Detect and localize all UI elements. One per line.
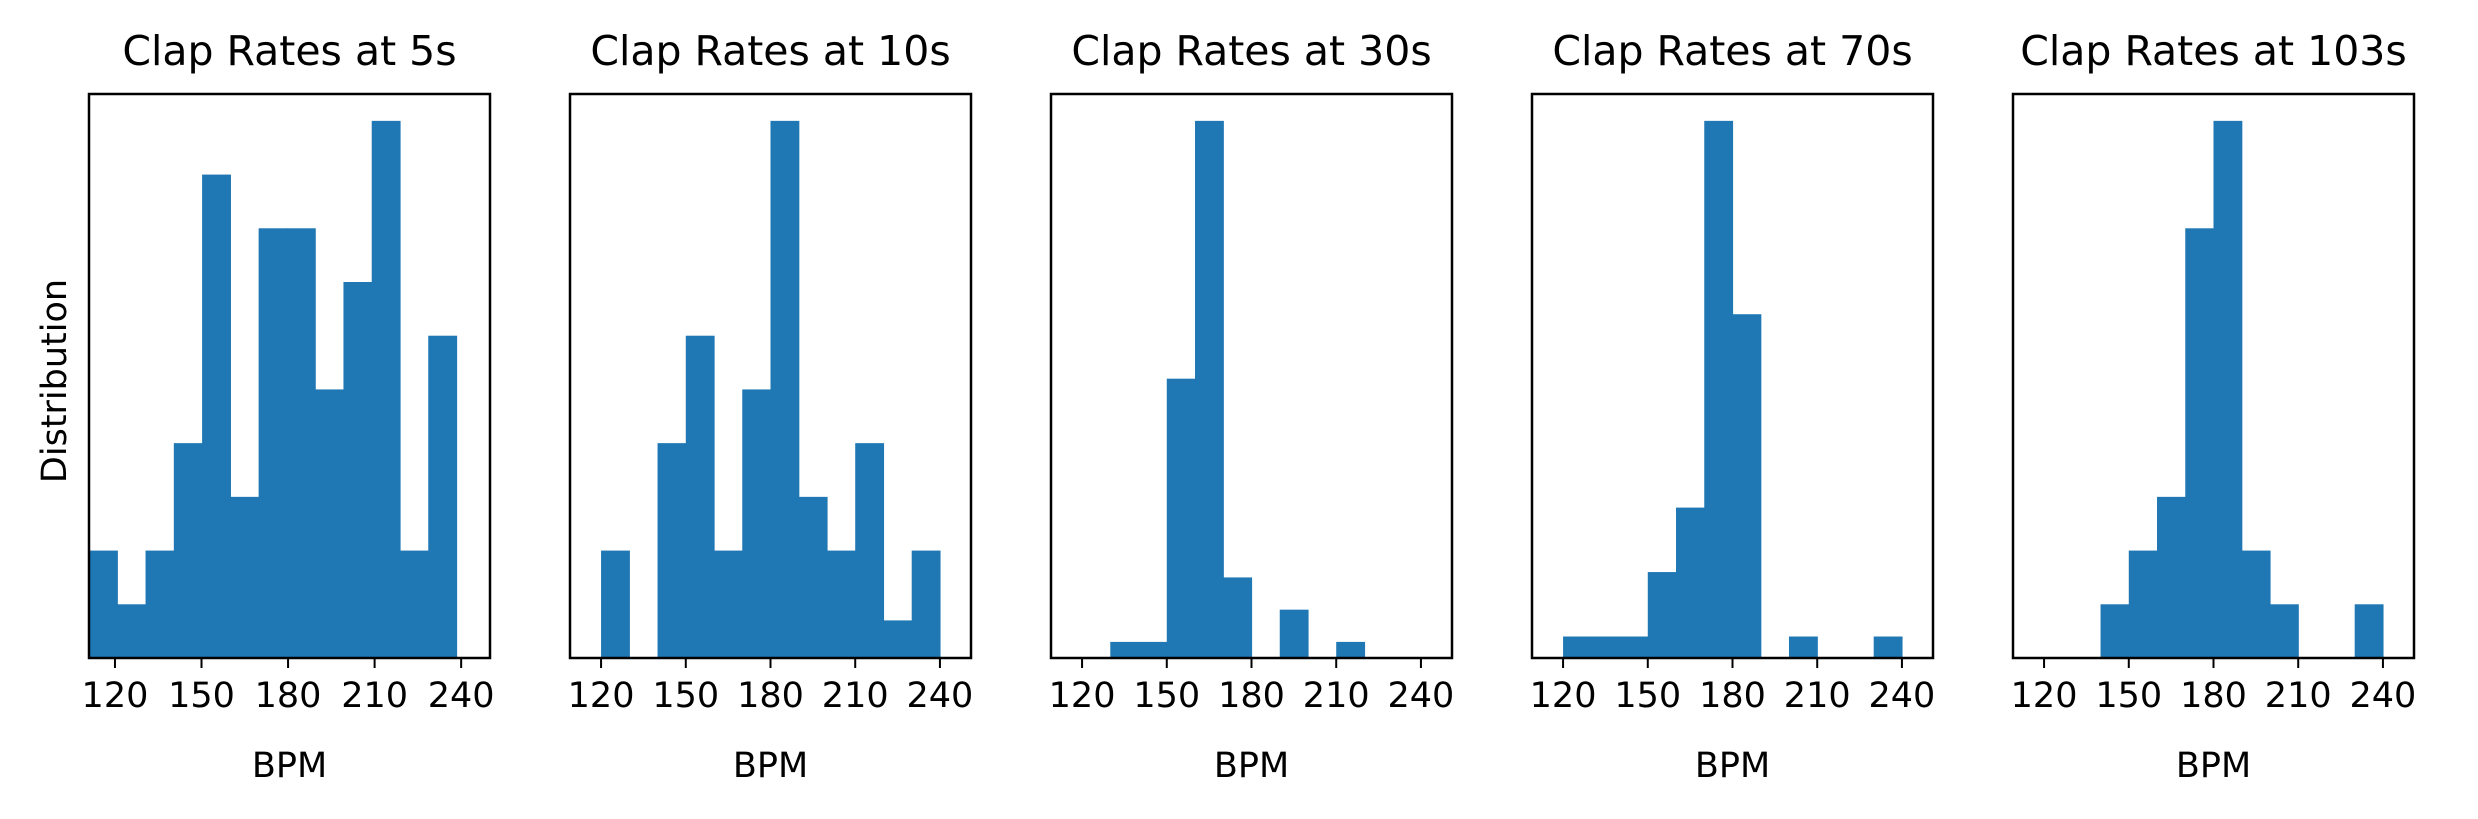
- histogram-bar: [657, 443, 687, 658]
- panel-title: Clap Rates at 10s: [590, 27, 950, 75]
- x-tick-label: 150: [1614, 676, 1681, 716]
- histogram-bar: [1563, 636, 1649, 658]
- histogram-bar: [2213, 120, 2243, 659]
- x-tick-label: 210: [822, 676, 889, 716]
- panel-3: 120 150 180 210 240 Clap Rates at 30s BPM: [1049, 27, 1455, 786]
- x-tick-label: 180: [1218, 676, 1285, 716]
- histogram-bar: [1676, 507, 1705, 658]
- x-tick-label: 210: [1303, 676, 1370, 716]
- histogram-bar: [2241, 550, 2271, 658]
- histogram-bar: [714, 550, 743, 658]
- histogram-bar: [2100, 604, 2130, 658]
- x-tick-label: 150: [652, 676, 719, 716]
- histogram-bar: [1166, 378, 1196, 658]
- histogram-bar: [1279, 609, 1309, 658]
- histogram-bar: [855, 443, 885, 658]
- x-tick-label: 240: [1388, 676, 1455, 716]
- histogram-bar: [1110, 641, 1168, 658]
- histogram-bar: [371, 120, 401, 659]
- panel-4: 120 150 180 210 240 Clap Rates at 70s BPM: [1530, 27, 1936, 786]
- histogram-bar: [173, 443, 203, 658]
- histogram-bar: [601, 550, 630, 658]
- histogram-bar: [286, 228, 316, 659]
- x-tick-label: 210: [1784, 676, 1851, 716]
- x-tick-label: 120: [82, 676, 149, 716]
- histogram-bar: [2269, 604, 2299, 658]
- x-tick-label: 180: [255, 676, 322, 716]
- histogram-bar: [399, 550, 429, 658]
- x-tick-label: 150: [168, 676, 235, 716]
- axes-frame: [1049, 92, 1454, 660]
- x-tick-label: 120: [568, 676, 635, 716]
- histogram-bar: [826, 550, 856, 658]
- histogram-bar: [770, 120, 800, 659]
- histogram-bar: [258, 228, 288, 659]
- histogram-bar: [1336, 641, 1366, 658]
- x-tick-label: 240: [2350, 676, 2417, 716]
- panel-title: Clap Rates at 70s: [1552, 27, 1912, 75]
- histogram-bar: [1647, 572, 1677, 658]
- x-tick-label: 120: [1530, 676, 1597, 716]
- histogram-bar: [202, 174, 231, 658]
- histogram-bar: [1704, 120, 1734, 659]
- histogram-bar: [1873, 636, 1903, 658]
- x-axis-label: BPM: [252, 746, 327, 786]
- x-tick-label: 120: [2011, 676, 2078, 716]
- x-tick-label: 240: [907, 676, 974, 716]
- histogram-bar: [1223, 577, 1253, 658]
- x-tick-label: 180: [2180, 676, 2247, 716]
- x-tick-label: 150: [1133, 676, 1200, 716]
- x-tick-label: 210: [341, 676, 408, 716]
- histogram-bar: [2185, 228, 2215, 659]
- x-tick-label: 240: [1869, 676, 1936, 716]
- histogram-bar: [685, 335, 715, 658]
- x-tick-label: 120: [1049, 676, 1116, 716]
- x-axis-label: BPM: [1214, 746, 1289, 786]
- panel-title: Clap Rates at 103s: [2020, 27, 2406, 75]
- histogram-bar: [315, 389, 345, 658]
- x-tick-label: 180: [737, 676, 804, 716]
- x-tick-label: 150: [2095, 676, 2162, 716]
- x-tick-label: 180: [1699, 676, 1766, 716]
- panel-5: 120 150 180 210 240 Clap Rates at 103s BPM: [2011, 27, 2417, 786]
- panels-layer: 120 150 180 210 240 Clap Rates at 5s BPM 120 150…: [82, 27, 2417, 786]
- histogram-bar: [343, 282, 373, 658]
- x-tick-label: 240: [428, 676, 495, 716]
- histogram-bar: [117, 604, 147, 658]
- panel-2: 120 150 180 210 240 Clap Rates at 10s BPM: [568, 27, 974, 786]
- axes-frame: [87, 92, 492, 660]
- histogram-bar: [883, 620, 913, 658]
- histogram-bar: [2354, 604, 2384, 658]
- histogram-bar: [1732, 314, 1762, 658]
- histogram-bar: [798, 496, 828, 658]
- x-axis-label: BPM: [2176, 746, 2251, 786]
- histogram-bar: [911, 550, 941, 658]
- histogram-bar: [145, 550, 175, 658]
- histogram-bar: [428, 335, 458, 658]
- panel-title: Clap Rates at 30s: [1071, 27, 1431, 75]
- x-axis-label: BPM: [733, 746, 808, 786]
- histogram-bar: [2157, 496, 2186, 658]
- histogram-bar: [742, 389, 772, 658]
- x-axis-label: BPM: [1695, 746, 1770, 786]
- y-axis-label: Distribution: [35, 279, 75, 483]
- histogram-bar: [1788, 636, 1818, 658]
- histogram-bar: [2128, 550, 2158, 658]
- histogram-bar: [89, 550, 118, 658]
- histogram-bar: [230, 496, 260, 658]
- panel-1: 120 150 180 210 240 Clap Rates at 5s BPM: [82, 27, 495, 786]
- panel-title: Clap Rates at 5s: [122, 27, 456, 75]
- histogram-bar: [1195, 120, 1224, 659]
- x-tick-label: 210: [2265, 676, 2332, 716]
